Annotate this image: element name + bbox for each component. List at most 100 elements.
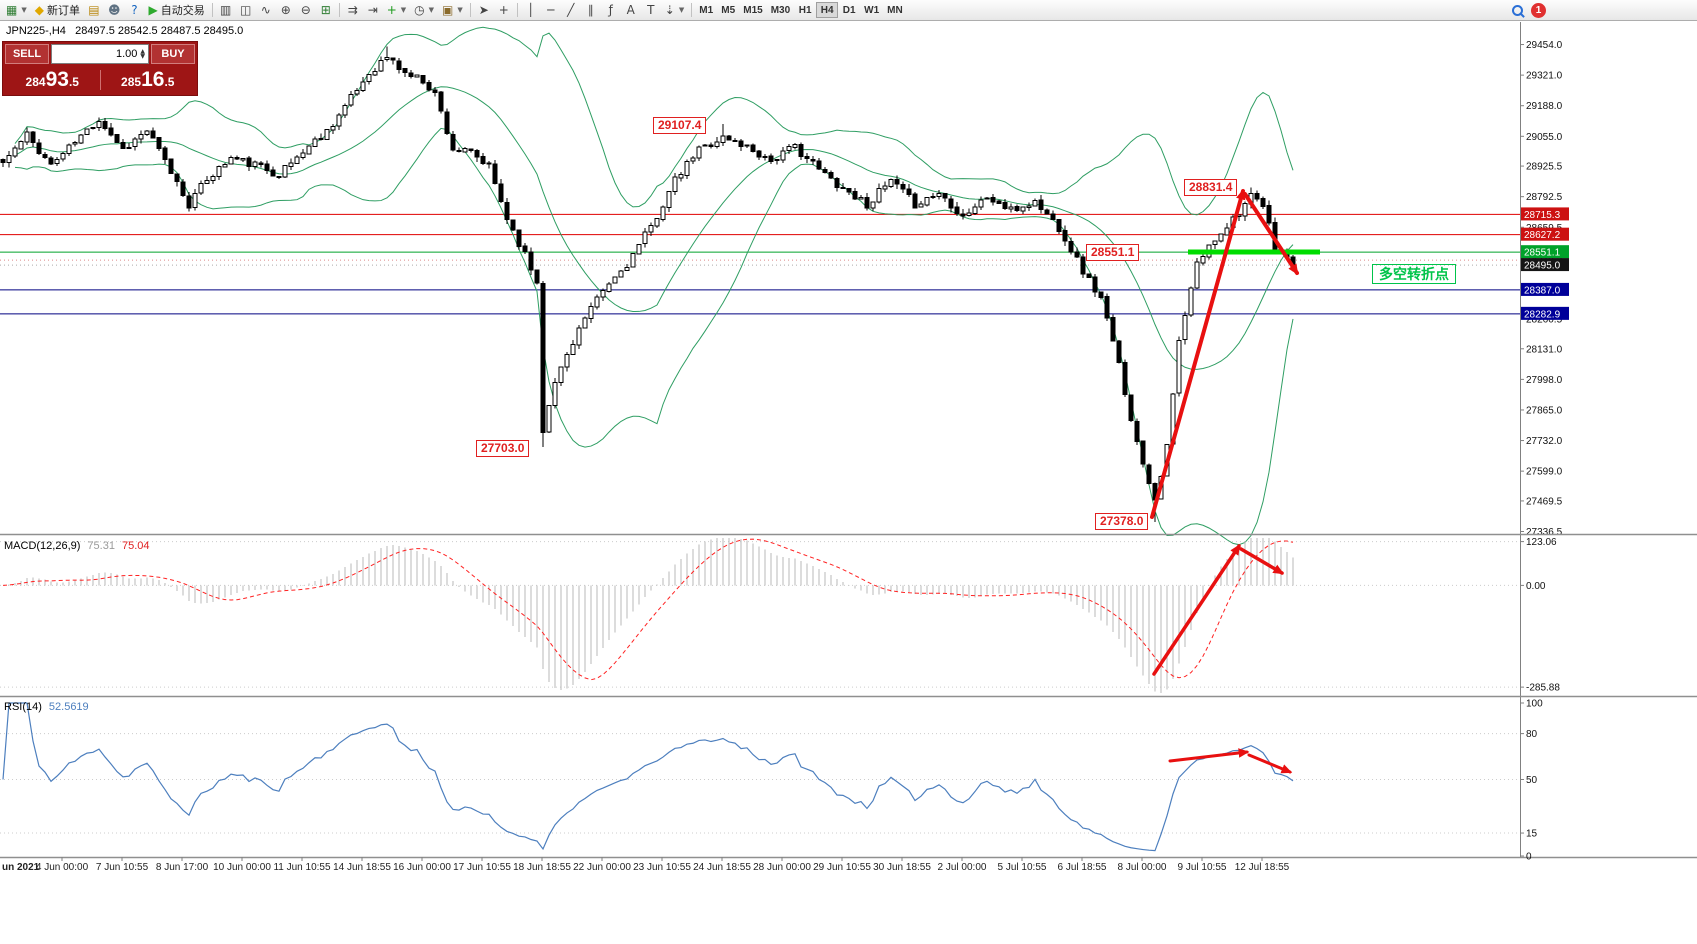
macd-trend-arrow[interactable] [1152, 544, 1241, 676]
trade-panel-prices: 28493.5 28516.5 [5, 66, 195, 93]
price-marker-label: 28282.9 [1524, 309, 1561, 320]
trend-arrow[interactable] [1243, 192, 1299, 276]
market-watch-button[interactable]: ▤ [84, 1, 104, 19]
fibonacci-button[interactable]: ƒ [601, 1, 621, 19]
label-button[interactable]: T [641, 1, 661, 19]
horizontal-line-button[interactable]: ─ [541, 1, 561, 19]
toolbar-items: ▦ ▼ ◆ 新订单 ▤ ☻? ▶ 自动交易 ▥ ◫ ∿ ⊕ ⊖ ⊞ ⇉ ⇥ + ▼ ◷ ▼ ▣ ▼ ➤ + │ ─ ╱ ∥ ƒ A T ⇣ ▼ M… [2, 0, 907, 20]
line-chart-icon: ∿ [260, 3, 271, 17]
rsi-axis-label: 50 [1526, 775, 1538, 786]
price-annotation-27703.0[interactable]: 27703.0 [476, 440, 530, 457]
bar-chart-icon: ▥ [220, 3, 232, 17]
chart-shift-button[interactable]: ⇥ [363, 1, 383, 19]
zoom-out-button[interactable]: ⊖ [296, 1, 316, 19]
sell-button[interactable]: SELL [5, 44, 49, 64]
zoom-in-button[interactable]: ⊕ [276, 1, 296, 19]
spinner-down-icon[interactable]: ▼ [140, 53, 145, 60]
cursor-button[interactable]: ➤ [474, 1, 494, 19]
timeframe-h1[interactable]: H1 [794, 2, 816, 18]
vertical-line-button[interactable]: │ [521, 1, 541, 19]
periods-icon: ◷ [414, 3, 425, 17]
timeframe-m5[interactable]: M5 [717, 2, 739, 18]
autotrading-button[interactable]: ▶ 自动交易 [144, 1, 208, 19]
one-click-trading-panel: SELL 1.00 ▲ ▼ BUY 28493.5 28516.5 [2, 41, 198, 96]
timeframe-m15[interactable]: M15 [739, 2, 766, 18]
bollinger-middle-band [14, 86, 1294, 370]
volume-spinner[interactable]: ▲ ▼ [140, 48, 145, 60]
crosshair-button[interactable]: + [494, 1, 514, 19]
trade-panel-controls: SELL 1.00 ▲ ▼ BUY [5, 44, 195, 64]
trendline-button[interactable]: ╱ [561, 1, 581, 19]
macd-axis-label: 123.06 [1526, 537, 1557, 548]
price-annotation-27378.0[interactable]: 27378.0 [1095, 513, 1149, 530]
dropdown-arrow-icon: ▼ [428, 6, 435, 14]
periods-button[interactable]: ◷ ▼ [410, 1, 438, 19]
search-icon[interactable] [1512, 5, 1523, 16]
timeframe-mn[interactable]: MN [883, 2, 907, 18]
time-axis-label: 28 Jun 00:00 [753, 862, 811, 873]
rsi-line [2, 702, 1294, 852]
templates-button[interactable]: ▣ ▼ [438, 1, 467, 19]
channel-button[interactable]: ∥ [581, 1, 601, 19]
notification-badge[interactable]: 1 [1531, 3, 1546, 18]
new-chart-icon: ▦ [6, 3, 18, 17]
chart-shift-icon: ⇥ [367, 3, 378, 17]
candlestick-chart-button[interactable]: ◫ [236, 1, 256, 19]
buy-price[interactable]: 28516.5 [101, 68, 196, 92]
macd-axis-label: -285.88 [1526, 683, 1560, 694]
price-annotation-28551.1[interactable]: 28551.1 [1086, 244, 1140, 261]
price-annotation-29107.4[interactable]: 29107.4 [653, 117, 707, 134]
time-axis-label: 7 Jun 10:55 [96, 862, 149, 873]
toolbar-separator [691, 3, 693, 17]
buy-button[interactable]: BUY [151, 44, 195, 64]
trend-arrow[interactable] [1150, 188, 1246, 519]
rsi-axis-label: 100 [1526, 699, 1543, 710]
macd-axis-label: 0.00 [1526, 581, 1546, 592]
price-axis[interactable]: 29454.0 29321.0 29188.0 29055.0 28925.5 28792… [1520, 22, 1569, 857]
macd-label: MACD(12,26,9) 75.31 75.04 [4, 540, 149, 552]
rsi-trend-arrow[interactable] [1168, 748, 1250, 763]
rsi-axis-label: 15 [1526, 829, 1538, 840]
candlestick-series[interactable] [0, 46, 1296, 522]
timeframe-h4[interactable]: H4 [816, 2, 839, 18]
price-marker-28495.0 [1521, 258, 1569, 272]
help-button[interactable]: ? [124, 1, 144, 19]
new-order-button[interactable]: ◆ 新订单 [31, 1, 84, 19]
timeframe-d1[interactable]: D1 [838, 2, 860, 18]
toolbar-separator [211, 3, 213, 17]
price-annotation-28831.4[interactable]: 28831.4 [1184, 179, 1238, 196]
toolbar-separator [338, 3, 340, 17]
bar-chart-button[interactable]: ▥ [216, 1, 236, 19]
spinner-up-icon[interactable]: ▲ [140, 48, 145, 55]
buy-price-suffix: .5 [164, 74, 175, 89]
indicators-button[interactable]: + ▼ [383, 1, 410, 19]
line-chart-button[interactable]: ∿ [256, 1, 276, 19]
text-button[interactable]: A [621, 1, 641, 19]
turning-point-note[interactable]: 多空转折点 [1372, 264, 1456, 284]
new-order-button-label: 新订单 [46, 5, 80, 17]
timeframe-w1[interactable]: W1 [860, 2, 883, 18]
price-axis-label: 28792.5 [1526, 192, 1563, 203]
timeframe-m30[interactable]: M30 [767, 2, 794, 18]
time-axis-label: 17 Jun 10:55 [453, 862, 511, 873]
rsi-trend-arrow[interactable] [1247, 753, 1293, 774]
indicators-icon: + [386, 3, 397, 17]
auto-scroll-button[interactable]: ⇉ [343, 1, 363, 19]
price-marker-28387.0 [1521, 282, 1569, 296]
channel-icon: ∥ [587, 3, 594, 17]
tile-windows-button[interactable]: ⊞ [316, 1, 336, 19]
arrows-button[interactable]: ⇣ ▼ [661, 1, 688, 19]
macd-trend-arrow[interactable] [1239, 547, 1285, 575]
new-chart-button[interactable]: ▦ ▼ [2, 1, 31, 19]
horizontal-line-icon: ─ [547, 3, 555, 17]
volume-input[interactable]: 1.00 ▲ ▼ [51, 44, 149, 64]
autotrading-button-label: 自动交易 [160, 5, 205, 17]
profile-button[interactable]: ☻ [104, 1, 125, 19]
price-marker-28551.1 [1521, 245, 1569, 259]
sell-price[interactable]: 28493.5 [5, 68, 100, 92]
time-axis-label: 5 Jul 10:55 [998, 862, 1047, 873]
price-axis-label: 29055.0 [1526, 132, 1563, 143]
timeframe-m1[interactable]: M1 [695, 2, 717, 18]
